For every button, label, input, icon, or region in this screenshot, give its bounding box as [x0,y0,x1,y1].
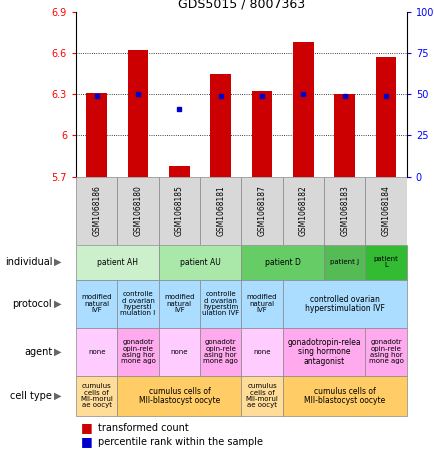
Text: controlle
d ovarian
hyperstim
ulation IVF: controlle d ovarian hyperstim ulation IV… [202,291,239,316]
Bar [76,245,158,280]
Text: cumulus cells of
MII-blastocyst oocyte: cumulus cells of MII-blastocyst oocyte [303,386,385,405]
Text: ■: ■ [80,435,92,448]
Bar [282,280,406,328]
Bar [323,177,365,245]
Bar [241,280,282,328]
Bar [210,73,230,177]
Bar [200,280,241,328]
Bar [117,328,158,376]
Text: none: none [88,349,105,355]
Text: ■: ■ [80,421,92,434]
Bar [158,245,241,280]
Bar [323,245,365,280]
Bar [241,177,282,245]
Text: transformed count: transformed count [98,423,188,433]
Title: GDS5015 / 8007363: GDS5015 / 8007363 [178,0,304,10]
Text: GSM1068187: GSM1068187 [257,185,266,236]
Text: controlle
d ovarian
hypersti
mulation I: controlle d ovarian hypersti mulation I [120,291,155,316]
Text: modified
natural
IVF: modified natural IVF [246,294,277,313]
Text: GSM1068181: GSM1068181 [216,185,225,236]
Bar [334,94,354,177]
Text: ▶: ▶ [53,299,61,309]
Text: patient
L: patient L [373,256,398,268]
Text: controlled ovarian
hyperstimulation IVF: controlled ovarian hyperstimulation IVF [304,294,384,313]
Bar [251,92,272,177]
Text: GSM1068183: GSM1068183 [339,185,349,236]
Bar [293,42,313,177]
Text: cell type: cell type [10,391,52,401]
Text: patient J: patient J [329,259,358,265]
Bar [241,245,323,280]
Text: gonadotr
opin-rele
asing hor
mone ago: gonadotr opin-rele asing hor mone ago [120,339,155,364]
Bar [158,177,200,245]
Text: GSM1068184: GSM1068184 [381,185,390,236]
Bar [200,328,241,376]
Bar [117,177,158,245]
Bar [76,280,117,328]
Text: none: none [253,349,270,355]
Text: GSM1068186: GSM1068186 [92,185,101,236]
Bar [282,328,365,376]
Bar [282,177,323,245]
Bar [375,57,395,177]
Text: GSM1068182: GSM1068182 [298,185,307,236]
Text: gonadotropin-relea
sing hormone
antagonist: gonadotropin-relea sing hormone antagoni… [286,338,360,366]
Text: GSM1068180: GSM1068180 [133,185,142,236]
Text: individual: individual [5,257,52,267]
Bar [76,177,117,245]
Bar [365,177,406,245]
Bar [86,93,107,177]
Text: patient D: patient D [264,258,300,267]
Bar [158,328,200,376]
Text: protocol: protocol [13,299,52,309]
Bar [117,280,158,328]
Bar [365,245,406,280]
Text: cumulus cells of
MII-blastocyst oocyte: cumulus cells of MII-blastocyst oocyte [138,386,220,405]
Text: ▶: ▶ [53,391,61,401]
Bar [158,280,200,328]
Bar [282,376,406,416]
Bar [241,328,282,376]
Bar [169,166,189,177]
Text: cumulus
cells of
MII-morul
ae oocyt: cumulus cells of MII-morul ae oocyt [80,383,113,408]
Text: gonadotr
opin-rele
asing hor
mone ago: gonadotr opin-rele asing hor mone ago [203,339,238,364]
Text: none: none [170,349,188,355]
Text: patient AH: patient AH [97,258,138,267]
Bar [200,177,241,245]
Text: gonadotr
opin-rele
asing hor
mone ago: gonadotr opin-rele asing hor mone ago [368,339,403,364]
Text: patient AU: patient AU [179,258,220,267]
Bar [76,376,117,416]
Bar [128,50,148,177]
Bar [241,376,282,416]
Text: modified
natural
IVF: modified natural IVF [81,294,112,313]
Text: percentile rank within the sample: percentile rank within the sample [98,437,262,447]
Text: modified
natural
IVF: modified natural IVF [164,294,194,313]
Bar [117,376,241,416]
Text: GSM1068185: GSM1068185 [174,185,184,236]
Text: ▶: ▶ [53,347,61,357]
Bar [76,328,117,376]
Bar [365,328,406,376]
Text: ▶: ▶ [53,257,61,267]
Text: agent: agent [24,347,52,357]
Text: cumulus
cells of
MII-morul
ae oocyt: cumulus cells of MII-morul ae oocyt [245,383,278,408]
